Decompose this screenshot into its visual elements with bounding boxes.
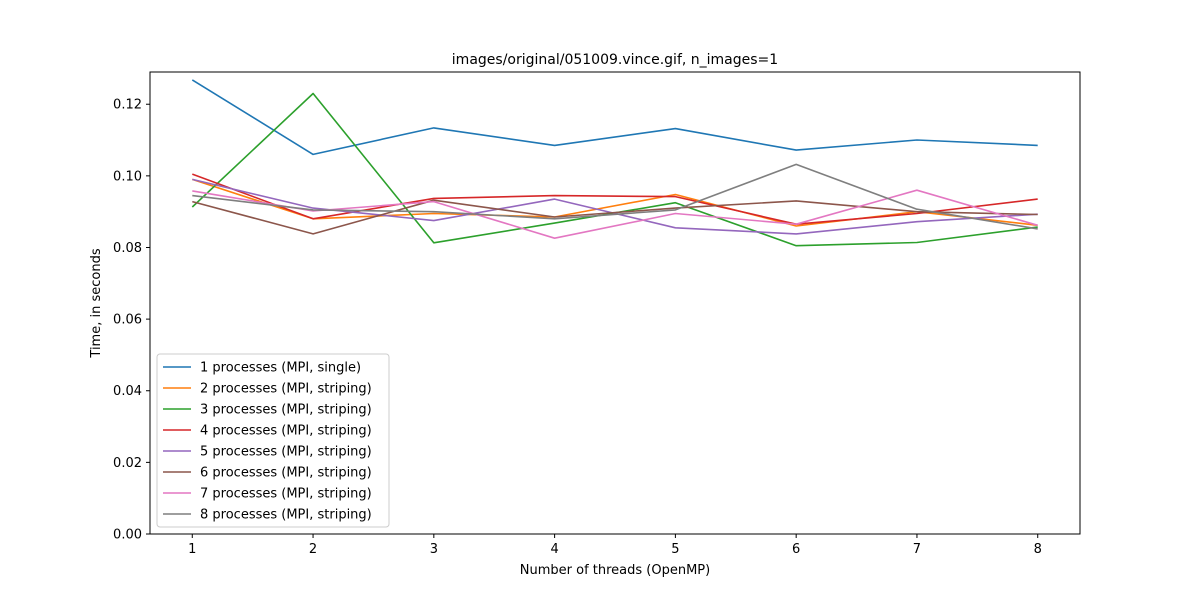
legend-label: 6 processes (MPI, striping) [200,466,372,481]
y-axis: 0.00 0.02 0.04 0.06 0.08 0.10 0.12 [113,98,150,543]
x-tick-label: 5 [671,542,679,557]
x-axis-label: Number of threads (OpenMP) [520,563,710,578]
legend-label: 8 processes (MPI, striping) [200,508,372,523]
legend-frame [156,353,390,528]
y-tick-label: 0.00 [113,528,142,543]
y-tick-label: 0.10 [113,169,142,184]
legend-label: 1 processes (MPI, single) [200,361,361,376]
x-tick-label: 1 [188,542,196,557]
legend-label: 5 processes (MPI, striping) [200,445,372,460]
y-tick-label: 0.04 [113,384,142,399]
y-tick-label: 0.12 [113,98,142,113]
series-line-8 [192,163,1038,230]
series-line-6 [192,199,1038,235]
legend-label: 4 processes (MPI, striping) [200,424,372,439]
series-line-4 [192,173,1038,225]
x-tick-label: 7 [913,542,921,557]
x-tick-label: 8 [1034,542,1042,557]
x-tick-label: 6 [792,542,800,557]
y-tick-label: 0.06 [113,313,142,328]
x-axis: 1 2 3 4 5 6 7 8 [188,534,1042,557]
series-layer [191,79,1038,247]
y-tick-label: 0.08 [113,241,142,256]
x-tick-label: 3 [430,542,438,557]
y-tick-label: 0.02 [113,456,142,471]
legend-label: 3 processes (MPI, striping) [200,403,372,418]
x-tick-label: 4 [550,542,558,557]
legend-label: 2 processes (MPI, striping) [200,382,372,397]
legend: 1 processes (MPI, single) 2 processes (MP… [156,353,390,528]
chart-title: images/original/051009.vince.gif, n_imag… [452,52,778,68]
x-tick-label: 2 [309,542,317,557]
y-axis-label: Time, in seconds [89,248,104,358]
legend-label: 7 processes (MPI, striping) [200,487,372,502]
series-line-2 [192,178,1038,227]
series-line-1 [191,79,1038,156]
plot-area-frame [149,71,1081,535]
